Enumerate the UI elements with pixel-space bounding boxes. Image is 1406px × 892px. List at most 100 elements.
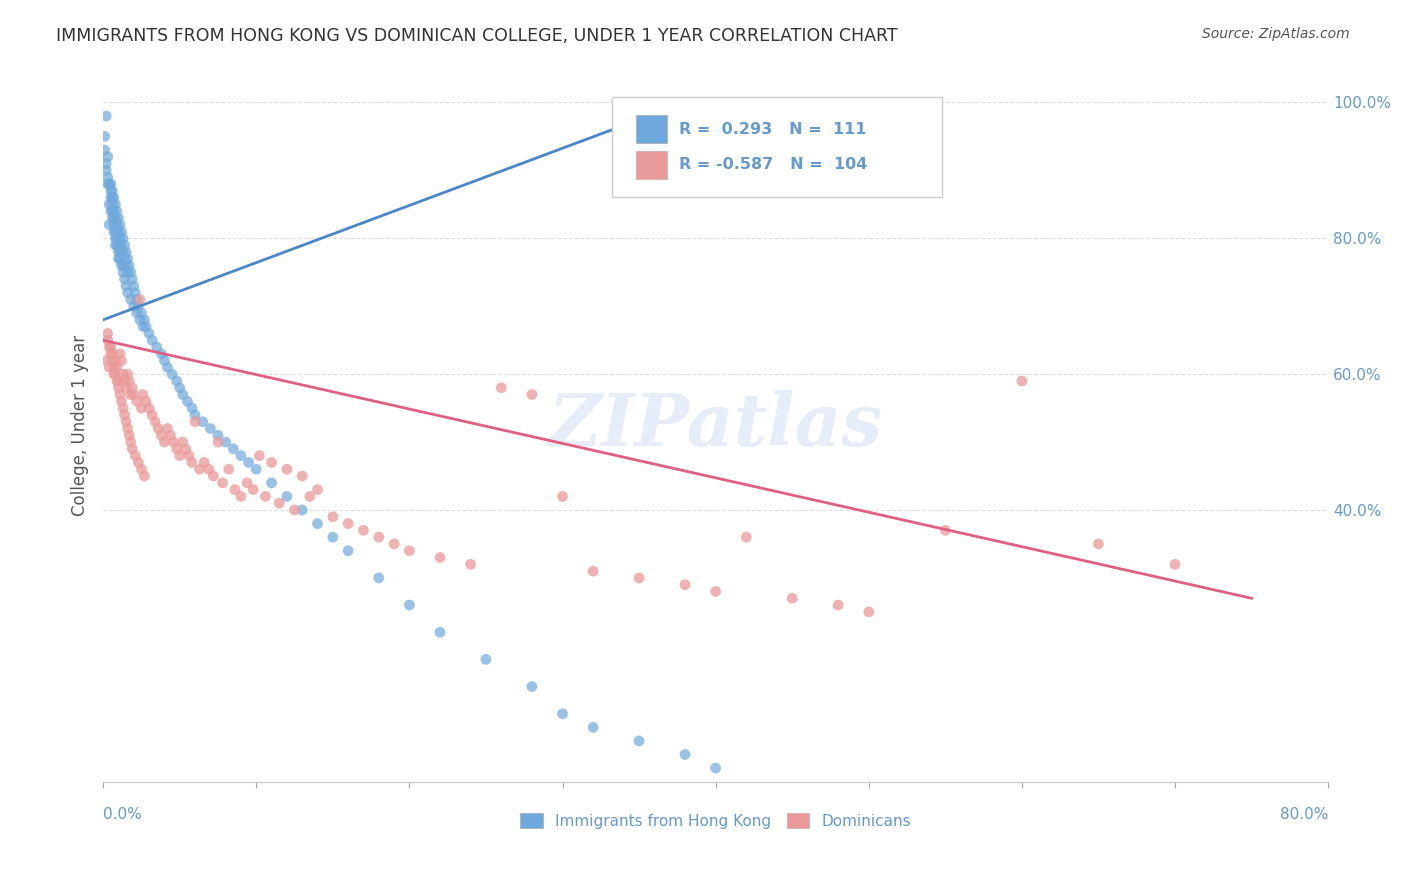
Point [934, 524, 956, 538]
Point [367, 530, 389, 544]
Point [135, 319, 157, 334]
Point [398, 543, 420, 558]
Point [105, 374, 128, 388]
Point [110, 225, 132, 239]
Point [184, 408, 207, 422]
Point [115, 381, 138, 395]
Point [229, 449, 252, 463]
Point [200, 421, 222, 435]
Point [291, 503, 314, 517]
Point [100, 347, 122, 361]
Point [214, 435, 236, 450]
Point [107, 211, 129, 225]
Point [177, 449, 200, 463]
Point [254, 490, 277, 504]
Point [101, 190, 124, 204]
Point [93, 143, 115, 157]
Point [114, 252, 136, 266]
Point [124, 449, 146, 463]
Text: 80.0%: 80.0% [1279, 806, 1329, 822]
Point [247, 449, 270, 463]
Point [120, 265, 142, 279]
Point [98, 218, 121, 232]
Point [125, 306, 148, 320]
Point [96, 353, 118, 368]
Point [96, 156, 118, 170]
Legend: Immigrants from Hong Kong, Dominicans: Immigrants from Hong Kong, Dominicans [513, 806, 917, 835]
Point [100, 204, 122, 219]
Point [104, 225, 127, 239]
Point [582, 564, 605, 578]
Point [127, 299, 149, 313]
Point [112, 401, 135, 416]
Point [322, 509, 344, 524]
Point [105, 231, 128, 245]
Point [97, 333, 120, 347]
Point [112, 259, 135, 273]
Point [551, 490, 574, 504]
Point [103, 225, 125, 239]
Point [276, 490, 298, 504]
Point [169, 381, 191, 395]
Point [124, 285, 146, 300]
Point [105, 238, 128, 252]
Point [122, 299, 145, 313]
Point [98, 197, 121, 211]
Text: ZIPatlas: ZIPatlas [548, 390, 883, 460]
Point [260, 475, 283, 490]
Point [156, 360, 179, 375]
Point [858, 605, 880, 619]
Point [337, 516, 360, 531]
Point [429, 550, 451, 565]
Point [238, 455, 260, 469]
Point [134, 469, 156, 483]
Point [100, 184, 122, 198]
Text: Source: ZipAtlas.com: Source: ZipAtlas.com [1202, 27, 1350, 41]
Point [101, 353, 124, 368]
Point [307, 516, 329, 531]
Point [1087, 537, 1109, 551]
Point [108, 252, 131, 266]
Point [115, 259, 138, 273]
Point [1011, 374, 1033, 388]
Point [107, 381, 129, 395]
Point [193, 455, 215, 469]
Point [141, 333, 163, 347]
Point [107, 225, 129, 239]
Point [628, 734, 651, 748]
Point [202, 469, 225, 483]
Point [120, 293, 142, 307]
Point [520, 680, 543, 694]
Point [114, 408, 136, 422]
Point [704, 761, 727, 775]
Point [112, 367, 135, 381]
Point [131, 462, 153, 476]
Point [291, 469, 314, 483]
Point [222, 442, 245, 456]
Point [673, 747, 696, 762]
Point [97, 150, 120, 164]
Point [112, 244, 135, 259]
Point [207, 428, 229, 442]
Point [108, 231, 131, 245]
Point [174, 442, 197, 456]
Point [93, 129, 115, 144]
Point [100, 177, 122, 191]
Point [827, 598, 849, 612]
Point [181, 401, 204, 416]
Point [114, 238, 136, 252]
Point [104, 353, 127, 368]
Point [98, 360, 121, 375]
Point [117, 421, 139, 435]
Point [101, 184, 124, 198]
Point [110, 238, 132, 252]
Point [104, 367, 127, 381]
Point [103, 211, 125, 225]
Point [1164, 558, 1187, 572]
Point [117, 252, 139, 266]
Point [110, 394, 132, 409]
Point [153, 353, 176, 368]
Point [307, 483, 329, 497]
Point [207, 435, 229, 450]
Point [117, 265, 139, 279]
